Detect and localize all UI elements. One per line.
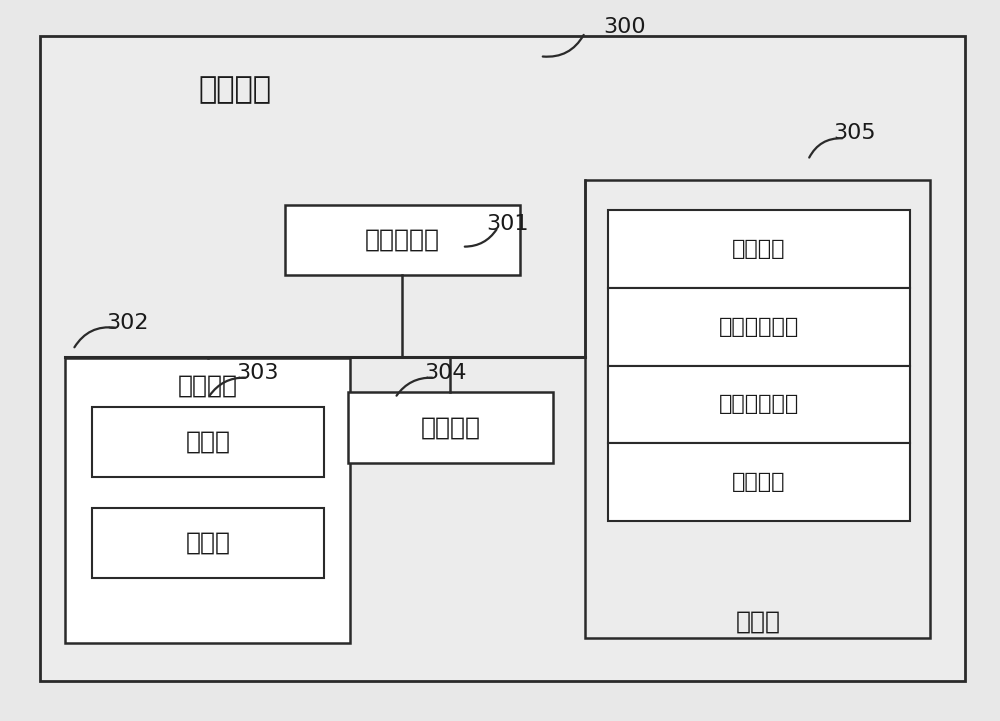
Text: 303: 303	[237, 363, 279, 384]
Text: 用户接口模块: 用户接口模块	[719, 394, 799, 415]
Text: 网络通信模块: 网络通信模块	[719, 317, 799, 337]
Text: 304: 304	[424, 363, 466, 384]
Bar	[608, 443, 910, 521]
Text: 中央处理器: 中央处理器	[365, 228, 440, 252]
Bar	[608, 210, 910, 288]
Bar	[348, 392, 553, 463]
Bar	[92, 407, 324, 477]
Text: 305: 305	[834, 123, 876, 143]
Bar	[608, 366, 910, 443]
Bar	[608, 288, 910, 366]
Text: 摄像头: 摄像头	[186, 430, 230, 454]
Bar	[285, 205, 520, 275]
Text: 300: 300	[604, 17, 646, 37]
Text: 操作系统: 操作系统	[732, 239, 786, 259]
Bar	[92, 508, 324, 578]
Text: 301: 301	[487, 213, 529, 234]
Text: 用户接口: 用户接口	[178, 373, 238, 398]
Text: 302: 302	[107, 313, 149, 333]
Bar	[65, 358, 350, 643]
Text: 存储器: 存储器	[736, 609, 780, 634]
Bar	[585, 180, 930, 638]
Text: 显示屏: 显示屏	[186, 531, 230, 555]
Text: 程序指令: 程序指令	[732, 472, 786, 492]
Text: 电子设备: 电子设备	[198, 76, 272, 105]
Bar	[40, 36, 965, 681]
Text: 网络接口: 网络接口	[421, 415, 481, 440]
